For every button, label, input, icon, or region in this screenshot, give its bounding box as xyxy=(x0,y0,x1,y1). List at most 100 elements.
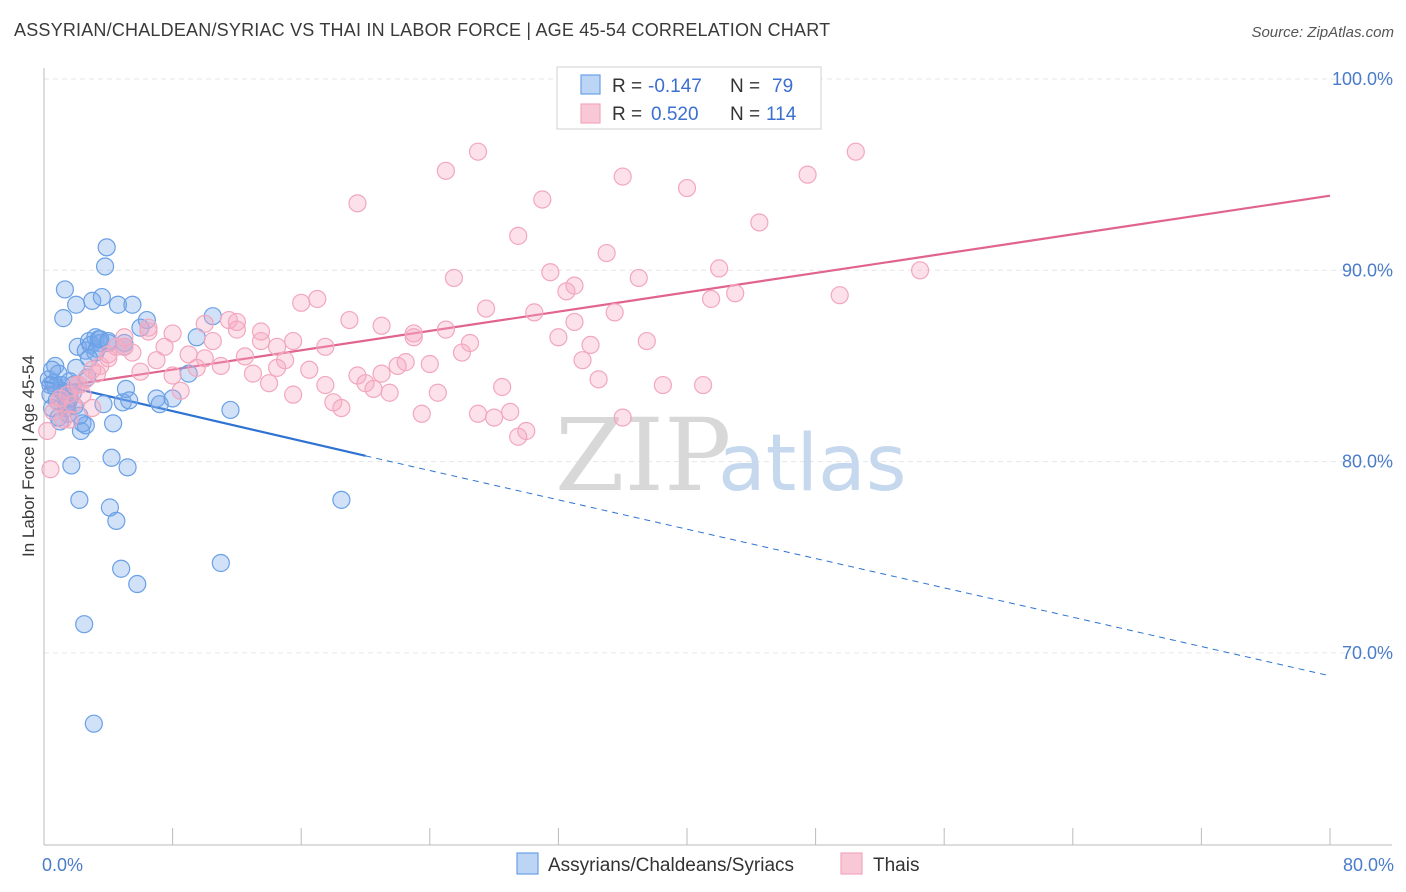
point-thais-112 xyxy=(702,289,721,309)
point-thais-78 xyxy=(653,375,672,395)
point-thais-97 xyxy=(251,322,271,341)
source-label: Source: ZipAtlas.com xyxy=(1251,24,1394,41)
point-thais-45 xyxy=(372,364,391,383)
point-thais-94 xyxy=(565,312,584,332)
point-assyrians-61 xyxy=(332,490,351,509)
point-thais-30 xyxy=(251,331,271,351)
point-thais-73 xyxy=(597,243,616,263)
point-thais-53 xyxy=(436,320,455,339)
point-thais-84 xyxy=(798,165,817,184)
point-thais-36 xyxy=(300,360,319,379)
point-assyrians-74 xyxy=(41,375,60,395)
point-thais-74 xyxy=(605,303,624,322)
point-assyrians-66 xyxy=(76,416,95,435)
point-thais-18 xyxy=(155,337,174,356)
point-thais-60 xyxy=(493,377,512,397)
point-thais-0 xyxy=(38,421,57,441)
point-thais-41 xyxy=(340,310,359,330)
legend-frame xyxy=(556,66,822,130)
point-assyrians-42 xyxy=(108,295,128,314)
point-thais-59 xyxy=(485,408,504,427)
point-thais-81 xyxy=(710,259,729,278)
y-tick-label-3: 70.0% xyxy=(1342,643,1393,663)
point-assyrians-43 xyxy=(112,559,131,578)
point-thais-58 xyxy=(476,299,496,318)
point-assyrians-50 xyxy=(128,574,147,594)
data-points xyxy=(38,69,930,733)
point-thais-95 xyxy=(404,328,423,347)
trend-line-thais xyxy=(43,194,1331,390)
trend-lines xyxy=(43,194,1331,677)
point-assyrians-35 xyxy=(95,257,115,276)
x-tick-label-0: 0.0% xyxy=(42,855,83,875)
point-thais-72 xyxy=(589,370,608,389)
point-assyrians-59 xyxy=(211,553,230,573)
y-tick-label-1: 90.0% xyxy=(1342,260,1393,280)
point-thais-63 xyxy=(517,421,536,441)
legend-n-value-1: 79 xyxy=(772,76,793,97)
point-thais-75 xyxy=(613,408,632,427)
point-thais-99 xyxy=(195,314,214,333)
trend-line-assyrians xyxy=(43,380,366,457)
point-assyrians-44 xyxy=(113,393,132,412)
point-thais-66 xyxy=(541,263,560,282)
point-thais-111 xyxy=(316,375,335,395)
point-thais-23 xyxy=(195,349,214,368)
point-thais-102 xyxy=(115,337,134,356)
point-assyrians-33 xyxy=(92,287,111,307)
legend-swatch-blue xyxy=(580,74,601,95)
point-thais-106 xyxy=(50,389,70,408)
point-assyrians-14 xyxy=(62,456,81,475)
point-thais-88 xyxy=(468,142,488,161)
point-assyrians-62 xyxy=(42,360,62,379)
point-thais-107 xyxy=(60,410,79,429)
point-thais-108 xyxy=(73,385,92,404)
point-thais-1 xyxy=(41,460,60,479)
watermark-atlas: atlas xyxy=(718,419,907,509)
point-assyrians-9 xyxy=(54,309,73,328)
chart-title: ASSYRIAN/CHALDEAN/SYRIAC VS THAI IN LABO… xyxy=(14,20,831,40)
point-thais-31 xyxy=(259,374,279,393)
point-thais-17 xyxy=(147,351,166,370)
series-label-thais: Thais xyxy=(873,855,919,876)
point-thais-35 xyxy=(292,293,311,312)
axes xyxy=(43,68,1392,846)
series-swatch-assyrians xyxy=(516,852,539,875)
x-tick-label-1: 80.0% xyxy=(1343,855,1394,875)
point-thais-13 xyxy=(115,328,134,347)
point-assyrians-47 xyxy=(118,458,137,477)
y-tick-label-2: 80.0% xyxy=(1342,452,1393,472)
point-thais-76 xyxy=(629,268,648,288)
point-thais-9 xyxy=(83,398,102,418)
point-thais-33 xyxy=(276,351,295,370)
point-thais-61 xyxy=(501,402,520,421)
point-thais-56 xyxy=(460,333,480,353)
point-thais-50 xyxy=(412,404,431,423)
point-thais-8 xyxy=(76,370,95,389)
tick-labels: 100.0% 90.0% 80.0% 70.0% 0.0% 80.0% xyxy=(42,69,1394,875)
point-assyrians-41 xyxy=(107,511,126,531)
series-legend: Assyrians/Chaldeans/Syriacs Thais xyxy=(516,852,919,876)
point-thais-49 xyxy=(404,324,423,343)
point-thais-71 xyxy=(581,335,600,355)
point-thais-24 xyxy=(203,331,222,351)
point-thais-103 xyxy=(99,349,118,368)
point-assyrians-46 xyxy=(116,379,136,399)
point-thais-46 xyxy=(380,383,399,402)
point-thais-113 xyxy=(267,337,287,356)
point-thais-28 xyxy=(235,347,255,366)
point-thais-54 xyxy=(444,268,464,288)
legend-n-label-1: N = xyxy=(730,76,760,97)
point-thais-82 xyxy=(726,284,745,303)
legend-box: R = -0.147 N = 79 R = 0.520 N = 114 xyxy=(556,66,822,130)
gridlines xyxy=(44,78,1392,654)
point-assyrians-17 xyxy=(67,295,86,314)
series-label-assyrians: Assyrians/Chaldeans/Syriacs xyxy=(548,855,794,876)
point-thais-101 xyxy=(139,318,158,337)
point-thais-69 xyxy=(565,276,584,295)
point-thais-91 xyxy=(509,226,528,245)
point-assyrians-27 xyxy=(83,291,102,311)
point-thais-90 xyxy=(348,194,367,213)
point-thais-110 xyxy=(284,385,303,404)
point-assyrians-49 xyxy=(123,295,142,314)
